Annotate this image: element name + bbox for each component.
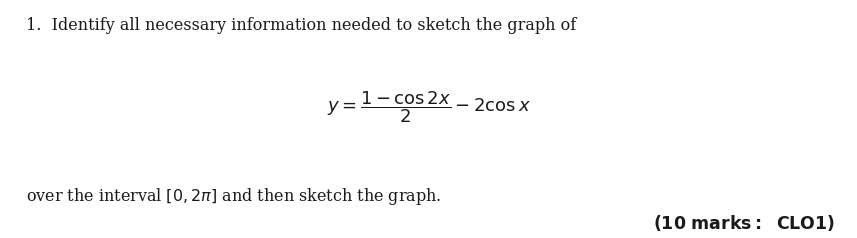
Text: $\mathbf{(10\ \mathbf{marks{:}\ \ CLO1})}$: $\mathbf{(10\ \mathbf{marks{:}\ \ CLO1})… — [653, 213, 836, 233]
Text: 1.  Identify all necessary information needed to sketch the graph of: 1. Identify all necessary information ne… — [26, 17, 576, 34]
Text: over the interval $[0, 2\pi]$ and then sketch the graph.: over the interval $[0, 2\pi]$ and then s… — [26, 186, 441, 207]
Text: $y = \dfrac{1 - \cos 2x}{2} - 2\cos x$: $y = \dfrac{1 - \cos 2x}{2} - 2\cos x$ — [327, 89, 530, 125]
